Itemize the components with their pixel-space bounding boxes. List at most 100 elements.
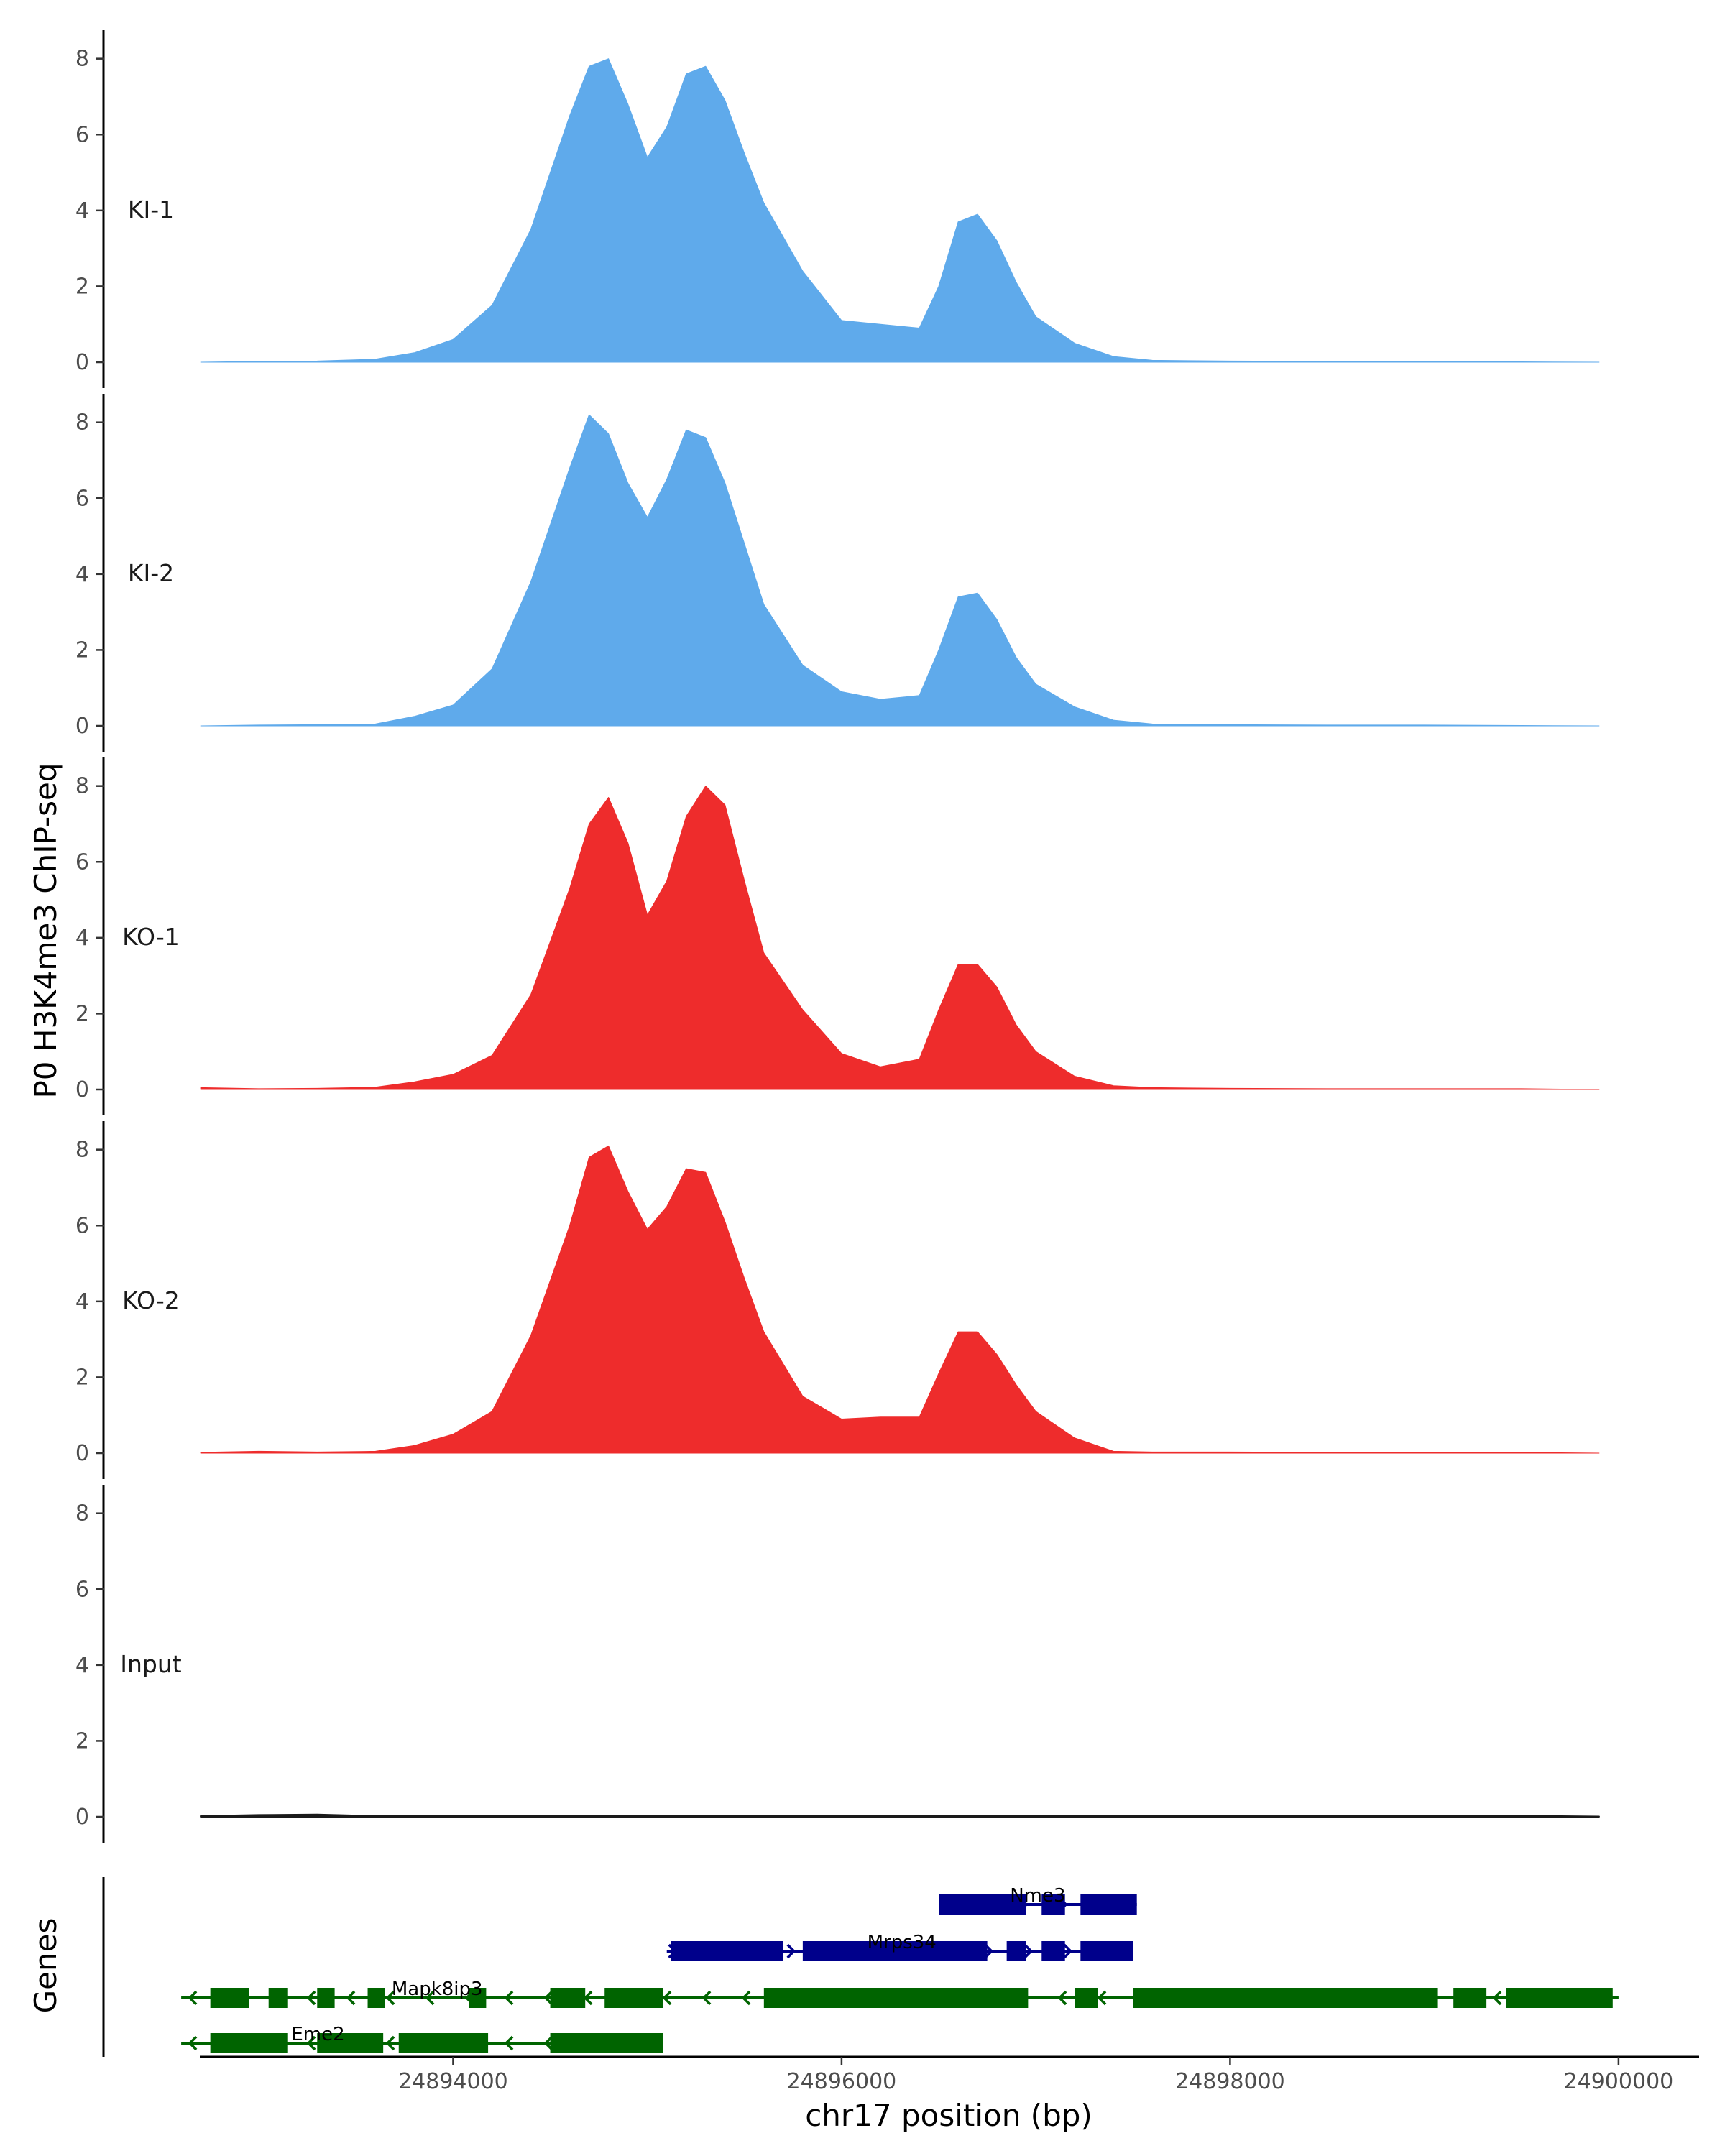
gene-exon (550, 1988, 586, 2008)
x-tick-label: 24900000 (1564, 2069, 1674, 2094)
strand-arrow (385, 1990, 395, 2006)
y-tick-label: 2 (75, 274, 89, 299)
gene-label: Eme2 (291, 2024, 344, 2045)
gene-mapk8ip3: Mapk8ip3 (181, 1978, 1619, 2008)
gene-label: Nme3 (1010, 1885, 1065, 1907)
gene-exon (317, 2033, 384, 2053)
gene-exon (1041, 1941, 1065, 1961)
gene-exon (1080, 1941, 1133, 1961)
strand-arrow (984, 1943, 994, 1959)
y-tick-label: 6 (75, 1577, 89, 1602)
strand-arrow (385, 2035, 395, 2051)
y-tick-label: 0 (75, 1077, 89, 1102)
gene-exon (210, 2033, 288, 2053)
y-tick-label: 8 (75, 774, 89, 799)
strand-arrow (741, 1990, 751, 2006)
strand-arrow (1024, 1943, 1034, 1959)
y-tick-label: 4 (75, 1653, 89, 1678)
gene-exon (1006, 1941, 1026, 1961)
y-tick-label: 6 (75, 122, 89, 147)
signal-area-ko-2 (200, 1145, 1600, 1454)
y-tick-label: 2 (75, 1728, 89, 1754)
strand-arrow (188, 1990, 198, 2006)
y-tick-label: 8 (75, 47, 89, 72)
strand-arrow (504, 1990, 514, 2006)
gene-nme3: Nme3 (939, 1885, 1137, 1915)
signal-area-input (200, 1813, 1600, 1818)
x-tick-label: 24894000 (398, 2069, 508, 2094)
gene-exon (1041, 1894, 1065, 1915)
strand-arrow (662, 1990, 672, 2006)
signal-area-ko-1 (200, 786, 1600, 1090)
track-ki-1: 0 2 4 6 8 KI-1 (75, 30, 1600, 388)
gene-mrps34: Mrps34 (666, 1932, 1133, 1961)
y-tick-label: 6 (75, 849, 89, 875)
y-tick-label: 8 (75, 410, 89, 436)
y-tick-label: 4 (75, 926, 89, 951)
y-tick-label: 0 (75, 350, 89, 375)
strand-arrow (543, 1990, 553, 2006)
track-label: KI-1 (128, 195, 174, 224)
y-tick-label: 4 (75, 1289, 89, 1314)
strand-arrow (188, 2035, 198, 2051)
track-ko-2: 0 2 4 6 8 KO-2 (75, 1121, 1600, 1479)
y-tick-label: 6 (75, 486, 89, 511)
y-tick-label: 8 (75, 1501, 89, 1526)
y-tick-label: 2 (75, 1001, 89, 1026)
strand-arrow (786, 1943, 796, 1959)
gene-exon (1080, 1894, 1137, 1915)
strand-arrow (1492, 1990, 1502, 2006)
gene-exon (1075, 1988, 1098, 2008)
gene-exon (398, 2033, 489, 2053)
gene-label: Mrps34 (868, 1932, 937, 1953)
x-tick-label: 24898000 (1175, 2069, 1285, 2094)
gene-track: Nme3 Mrps34 Mapk8ip3 Eme2 (102, 1877, 1619, 2057)
strand-arrow (504, 2035, 514, 2051)
strand-arrow (702, 1990, 712, 2006)
strand-arrow (425, 1990, 435, 2006)
track-ko-1: 0 2 4 6 8 KO-1 (75, 757, 1600, 1115)
x-axis-title: chr17 position (bp) (805, 2098, 1092, 2133)
track-label: Input (120, 1650, 182, 1678)
gene-exon (939, 1894, 1026, 1915)
strand-arrow (1063, 1943, 1073, 1959)
signal-tracks: 0 2 4 6 8 KI-1 0 2 4 6 8 KI-2 0 2 4 6 8 KO-1 0 2 4 6 8 KO-2 0 2 4 6… (75, 30, 1600, 1843)
y-tick-label: 2 (75, 1365, 89, 1390)
gene-exon (802, 1941, 988, 1961)
gene-exon (367, 1988, 385, 2008)
track-ki-2: 0 2 4 6 8 KI-2 (75, 394, 1600, 752)
y-tick-label: 8 (75, 1138, 89, 1163)
genes-axis-title: Genes (28, 1918, 63, 2014)
x-axis: 24894000 24896000 24898000 24900000 (200, 2055, 1699, 2094)
strand-arrow (346, 1990, 356, 2006)
gene-exon (268, 1988, 288, 2008)
gene-exon (210, 1988, 249, 2008)
y-axis-title: P0 H3K4me3 ChIP-seq (28, 763, 63, 1098)
strand-arrow (1057, 1990, 1067, 2006)
gene-exon (1506, 1988, 1613, 2008)
gene-exon (317, 1988, 335, 2008)
y-tick-label: 2 (75, 637, 89, 663)
gene-exon (604, 1988, 663, 2008)
gene-exon (1453, 1988, 1487, 2008)
y-tick-label: 0 (75, 714, 89, 739)
gene-exon (671, 1941, 783, 1961)
x-tick-label: 24896000 (787, 2069, 897, 2094)
track-label: KO-1 (122, 923, 180, 951)
strand-arrow (306, 1990, 316, 2006)
y-tick-label: 4 (75, 562, 89, 587)
y-tick-label: 0 (75, 1805, 89, 1830)
gene-exon (550, 2033, 663, 2053)
y-tick-label: 4 (75, 198, 89, 224)
y-tick-label: 6 (75, 1213, 89, 1238)
track-label: KO-2 (122, 1286, 180, 1314)
strand-arrow (543, 2035, 553, 2051)
track-label: KI-2 (128, 559, 174, 587)
signal-area-ki-1 (200, 58, 1600, 363)
gene-eme2: Eme2 (181, 2024, 663, 2053)
gene-label: Mapk8ip3 (392, 1978, 483, 2000)
gene-exon (763, 1988, 1029, 2008)
y-tick-label: 0 (75, 1441, 89, 1466)
gene-exon (1133, 1988, 1438, 2008)
